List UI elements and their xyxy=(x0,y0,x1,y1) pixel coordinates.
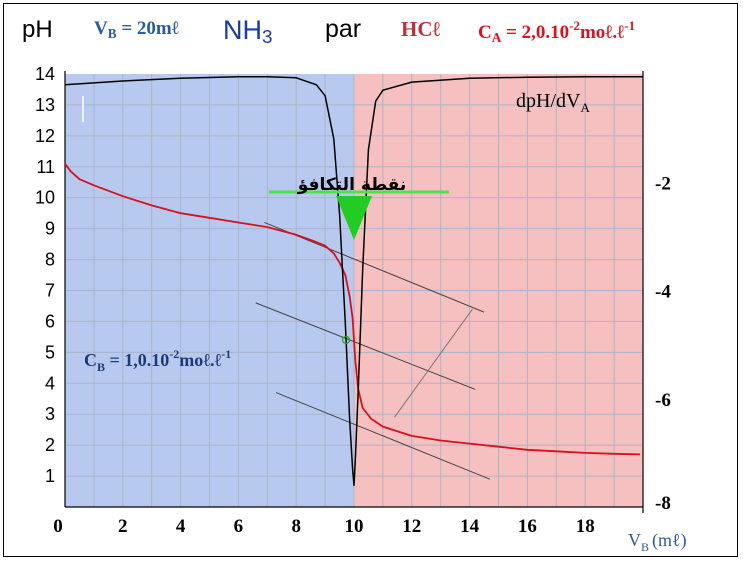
x-tick-label: 18 xyxy=(576,516,595,537)
right-y-tick-label: -6 xyxy=(655,390,671,411)
y-tick-label: 7 xyxy=(45,281,55,301)
x-axis-label: VB (mℓ) xyxy=(628,530,687,554)
y-tick-label: 8 xyxy=(45,250,55,270)
acid-name: HCℓ xyxy=(401,17,441,41)
par-word: par xyxy=(325,15,362,43)
y-tick-label: 4 xyxy=(45,373,55,393)
y-tick-label: 13 xyxy=(35,95,55,115)
x-tick-label: 6 xyxy=(234,516,244,537)
acid-concentration: CA = 2,0.10-2moℓ.ℓ-1 xyxy=(478,18,636,45)
construction-line xyxy=(394,308,473,418)
x-tick-label: 0 xyxy=(53,516,63,537)
x-tick-label: 4 xyxy=(176,516,186,537)
x-tick-label: 2 xyxy=(118,516,128,537)
y-tick-label: 10 xyxy=(35,188,55,208)
ph-curve xyxy=(64,163,641,456)
y-tick-label: 2 xyxy=(45,435,55,455)
equivalence-point-dot xyxy=(341,335,351,345)
y-tick-label: 11 xyxy=(36,157,55,177)
tangent-line xyxy=(275,392,491,480)
base-name: NH3 xyxy=(223,15,273,48)
y-tick-label: 3 xyxy=(45,404,55,424)
y-tick-label: 9 xyxy=(45,219,55,239)
tangent-line xyxy=(255,302,476,390)
right-y-tick-label: -2 xyxy=(655,173,671,194)
y-tick-label: 14 xyxy=(35,64,55,84)
chart-frame xyxy=(3,3,738,557)
derivative-series-label: dpH/dVA xyxy=(516,90,590,115)
x-tick-label: 14 xyxy=(460,516,480,537)
y-tick-label: 12 xyxy=(35,126,55,146)
equivalence-point-label: نقطة التكافؤ xyxy=(297,175,407,195)
right-y-tick-label: -4 xyxy=(655,282,671,303)
y-tick-label: 6 xyxy=(45,311,55,331)
y-axis-label: pH xyxy=(22,16,53,43)
equivalence-triangle xyxy=(336,196,372,240)
x-tick-label: 16 xyxy=(518,516,537,537)
y-tick-label: 1 xyxy=(45,466,55,486)
x-tick-label: 10 xyxy=(345,516,364,537)
base-concentration-label: CB = 1,0.10-2moℓ.ℓ-1 xyxy=(84,347,231,374)
base-volume: VB = 20mℓ xyxy=(94,18,179,41)
y-tick-label: 5 xyxy=(45,342,55,362)
derivative-curve xyxy=(64,75,643,487)
right-y-tick-label: -8 xyxy=(655,493,671,514)
x-tick-label: 8 xyxy=(291,516,301,537)
x-tick-label: 12 xyxy=(402,516,421,537)
